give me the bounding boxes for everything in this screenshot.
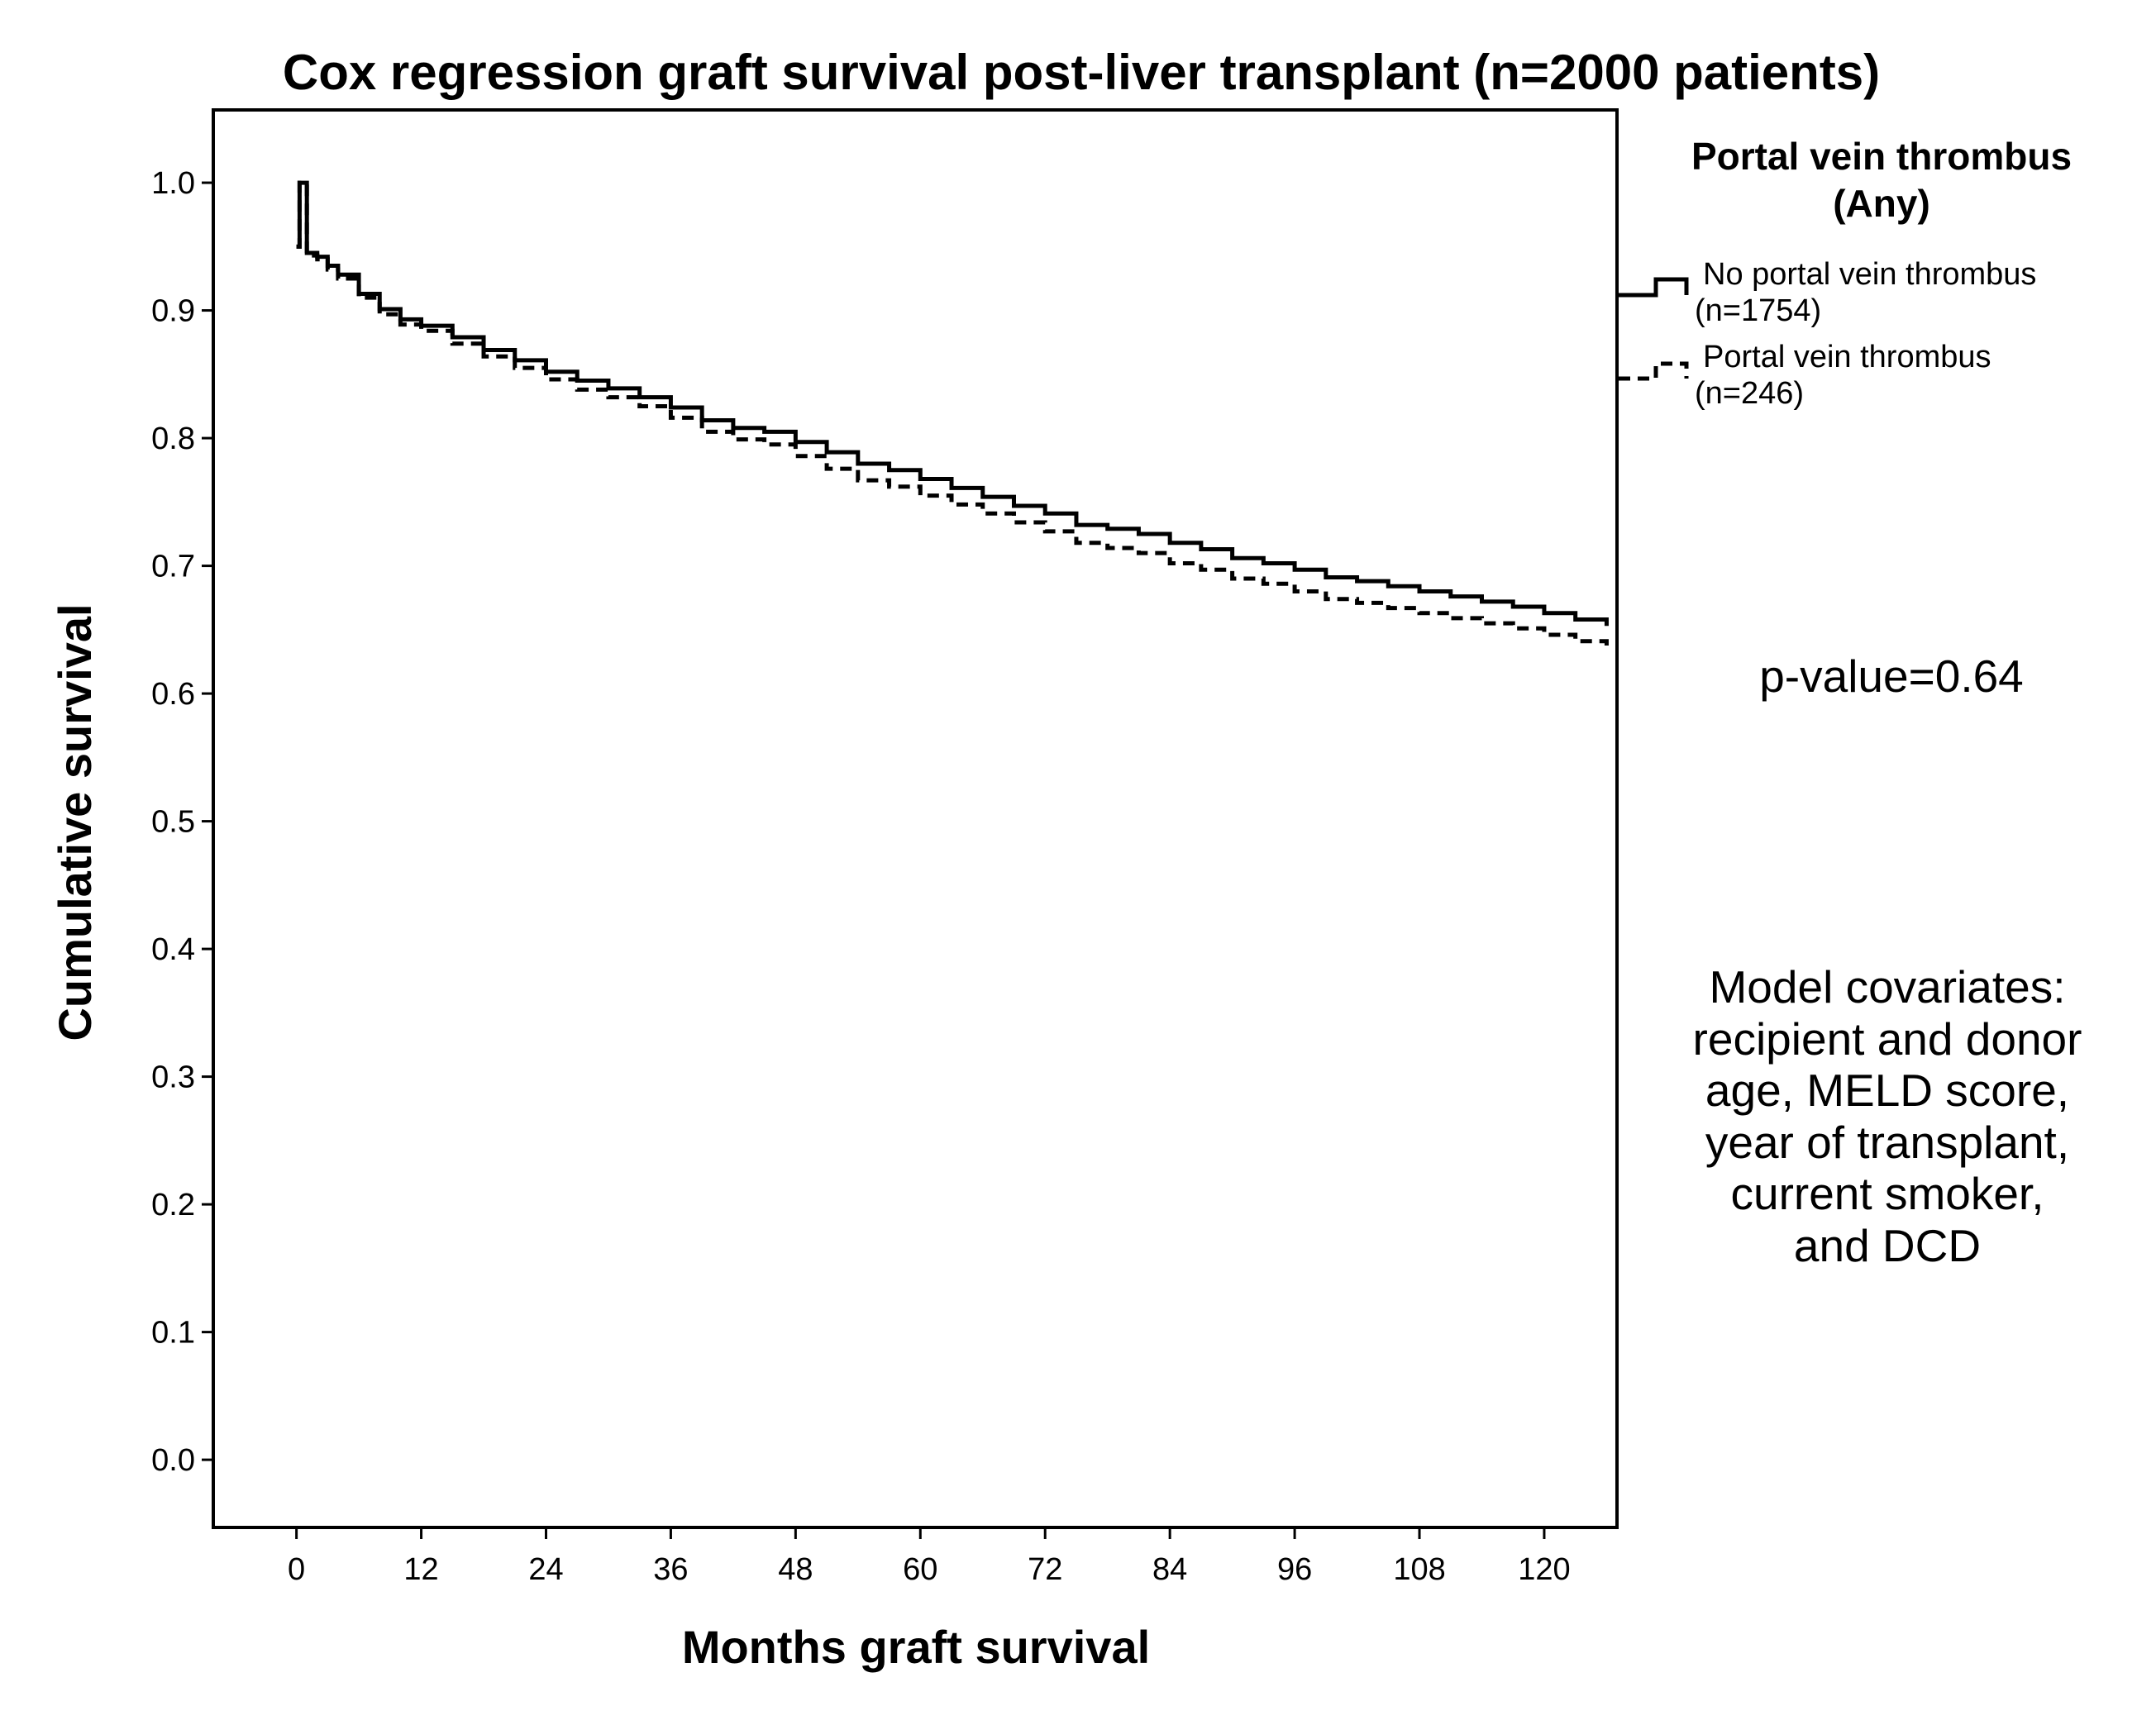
- legend-title-line-1: Portal vein thrombus: [1691, 135, 2072, 178]
- legend-swatch-solid: [1619, 277, 1689, 298]
- x-tick-label: 0: [288, 1552, 305, 1587]
- p-value-annotation: p-value=0.64: [1759, 650, 2024, 702]
- plot-area: [212, 108, 1619, 1529]
- y-axis: 0.0 0.1 0.2 0.3 0.4 0.5 0.6 0.7 0.8 0.9 1.0: [151, 166, 213, 1478]
- legend-label-pvt-line-2: (n=246): [1695, 376, 1804, 411]
- covariates-line-5: current smoker,: [1730, 1168, 2044, 1219]
- y-tick-label: 0.1: [151, 1316, 195, 1351]
- plot-frame: [212, 108, 1619, 1529]
- legend-label-pvt-line-1: Portal vein thrombus: [1703, 340, 1991, 374]
- x-tick-label: 24: [528, 1552, 563, 1587]
- x-tick-label: 36: [653, 1552, 688, 1587]
- covariates-line-2: recipient and donor: [1693, 1013, 2082, 1065]
- legend-title-line-2: (Any): [1833, 182, 1930, 225]
- series-group: [296, 180, 1609, 646]
- y-tick-label: 0.6: [151, 677, 195, 712]
- y-tick-label: 0.3: [151, 1060, 195, 1095]
- legend-swatch-dashed: [1619, 361, 1689, 381]
- y-axis-label: Cumulative survival: [49, 603, 101, 1041]
- y-tick-label: 0.9: [151, 294, 195, 329]
- x-axis-label: Months graft survival: [682, 1621, 1150, 1673]
- series-line-no-portal-vein-thrombus: [296, 180, 1609, 627]
- y-tick-label: 0.4: [151, 932, 195, 967]
- y-tick-label: 0.5: [151, 805, 195, 840]
- x-tick-label: 72: [1028, 1552, 1062, 1587]
- x-tick-label: 96: [1277, 1552, 1312, 1587]
- covariates-line-6: and DCD: [1794, 1220, 1981, 1271]
- legend-label-no-pvt-line-1: No portal vein thrombus: [1703, 257, 2036, 292]
- y-tick-label: 0.8: [151, 422, 195, 456]
- covariates-note: Model covariates: recipient and donor ag…: [1693, 961, 2082, 1271]
- y-tick-label: 0.7: [151, 550, 195, 584]
- chart-title: Cox regression graft survival post-liver…: [283, 45, 1880, 100]
- x-tick-label: 12: [403, 1552, 438, 1587]
- x-tick-label: 60: [903, 1552, 937, 1587]
- covariates-line-3: age, MELD score,: [1705, 1065, 2069, 1116]
- legend: Portal vein thrombus (Any) No portal vei…: [1619, 135, 2072, 411]
- y-tick-label: 0.2: [151, 1188, 195, 1222]
- x-axis: 0 12 24 36 48 60 72 84 96 108 120: [288, 1527, 1571, 1587]
- x-tick-label: 48: [778, 1552, 813, 1587]
- x-tick-label: 108: [1393, 1552, 1445, 1587]
- legend-label-no-pvt-line-2: (n=1754): [1695, 293, 1821, 328]
- covariates-line-4: year of transplant,: [1705, 1117, 2069, 1168]
- x-tick-label: 120: [1518, 1552, 1570, 1587]
- y-tick-label: 1.0: [151, 166, 195, 201]
- y-tick-label: 0.0: [151, 1443, 195, 1478]
- x-tick-label: 84: [1152, 1552, 1187, 1587]
- series-line-portal-vein-thrombus: [296, 180, 1609, 646]
- covariates-line-1: Model covariates:: [1709, 961, 2065, 1013]
